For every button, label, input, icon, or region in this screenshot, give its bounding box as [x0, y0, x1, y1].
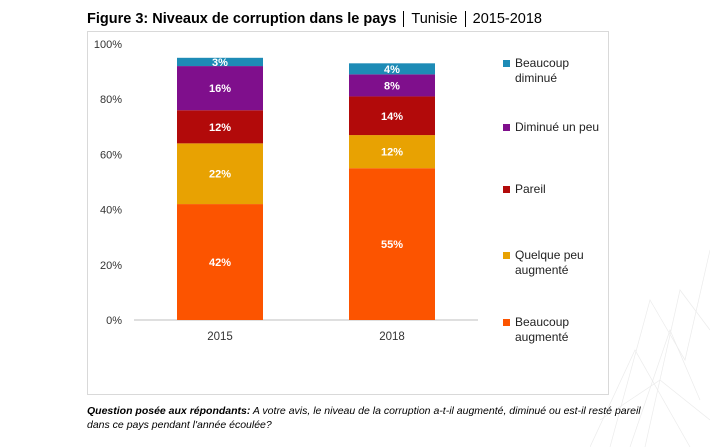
- legend-item: Beaucoup diminué: [503, 56, 603, 86]
- bar-segment: [177, 143, 263, 205]
- figure-title: Figure 3: Niveaux de corruption dans le …: [87, 8, 542, 30]
- legend-swatch: [503, 252, 510, 259]
- y-tick-label: 100%: [94, 39, 122, 51]
- legend-label: Beaucoup diminué: [515, 56, 570, 85]
- data-label: 55%: [381, 239, 403, 251]
- y-tick-label: 20%: [100, 260, 122, 272]
- legend-swatch: [503, 186, 510, 193]
- data-label: 14%: [381, 111, 403, 123]
- data-label: 12%: [381, 147, 403, 159]
- legend-swatch: [503, 60, 510, 67]
- chart-frame: [87, 31, 609, 395]
- figure-title-country: Tunisie: [411, 11, 458, 27]
- data-label: 12%: [209, 122, 231, 134]
- y-tick-label: 0%: [106, 315, 122, 327]
- bar-segment: [349, 74, 435, 97]
- legend-swatch: [503, 124, 510, 131]
- legend-item: Diminué un peu: [503, 120, 603, 135]
- bar-segment: [177, 204, 263, 320]
- title-separator: [403, 11, 405, 27]
- data-label: 42%: [209, 257, 231, 269]
- bar-segment: [349, 135, 435, 169]
- legend-label: Diminué un peu: [515, 120, 600, 134]
- bar-segment: [349, 168, 435, 320]
- bar-segment: [177, 66, 263, 111]
- legend-item: Beaucoup augmenté: [503, 315, 603, 345]
- data-label: 3%: [212, 57, 228, 69]
- bar-segment: [349, 96, 435, 136]
- legend-label: Beaucoup augmenté: [515, 315, 570, 344]
- legend-swatch: [503, 319, 510, 326]
- y-tick-label: 80%: [100, 94, 122, 106]
- bar-segment: [349, 63, 435, 75]
- x-tick-label: 2018: [379, 331, 405, 343]
- survey-question-footnote: Question posée aux répondants: A votre a…: [87, 404, 647, 432]
- data-label: 4%: [384, 64, 400, 76]
- bar-segment: [177, 110, 263, 144]
- legend-item: Pareil: [503, 182, 603, 197]
- legend-label: Pareil: [515, 182, 546, 196]
- data-label: 8%: [384, 80, 400, 92]
- legend-item: Quelque peu augmenté: [503, 248, 603, 278]
- bar-segment: [177, 57, 263, 67]
- figure-title-main: Figure 3: Niveaux de corruption dans le …: [87, 11, 397, 27]
- y-tick-label: 60%: [100, 149, 122, 161]
- y-tick-label: 40%: [100, 205, 122, 217]
- data-label: 16%: [209, 83, 231, 95]
- figure-title-years: 2015-2018: [472, 11, 542, 27]
- background-decoration: [590, 249, 710, 447]
- x-tick-label: 2015: [207, 331, 233, 343]
- title-separator: [464, 11, 466, 27]
- question-label: Question posée aux répondants:: [87, 405, 251, 417]
- legend-label: Quelque peu augmenté: [515, 248, 584, 277]
- question-text: A votre avis, le niveau de la corruption…: [87, 405, 641, 431]
- data-label: 22%: [209, 169, 231, 181]
